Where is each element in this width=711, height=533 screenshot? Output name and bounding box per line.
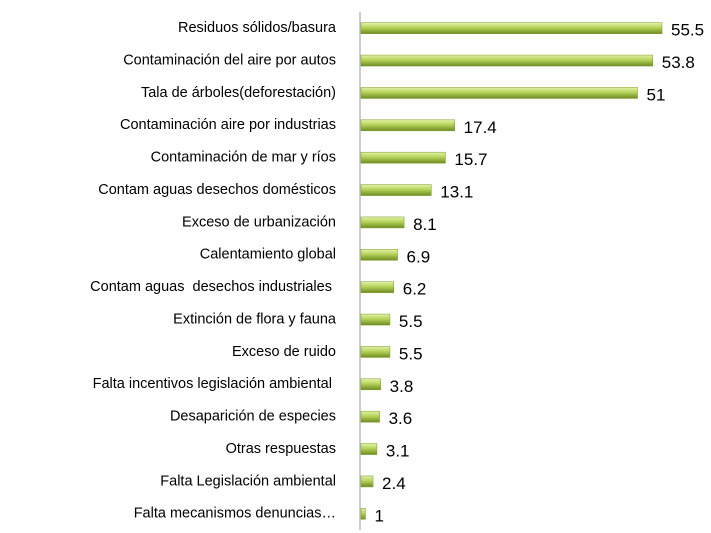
value-label: 53.8 <box>662 53 695 72</box>
value-label: 8.1 <box>413 215 437 234</box>
value-label: 3.8 <box>390 377 414 396</box>
category-label: Contam aguas desechos industriales <box>90 279 336 295</box>
category-label: Tala de árboles(deforestación) <box>141 85 336 101</box>
value-label: 2.4 <box>382 474 406 493</box>
bar <box>360 119 455 132</box>
bar <box>360 87 638 99</box>
category-label: Residuos sólidos/basura <box>178 20 337 36</box>
value-label: 3.6 <box>389 409 413 428</box>
bar <box>360 443 378 455</box>
bar <box>360 378 381 391</box>
value-label: 15.7 <box>454 150 487 169</box>
bar <box>360 508 366 520</box>
category-label: Contaminación aire por industrias <box>120 117 336 133</box>
bar <box>360 184 432 196</box>
bar <box>360 410 380 423</box>
bar <box>360 22 663 34</box>
bar <box>360 475 374 488</box>
value-label: 5.5 <box>399 344 423 363</box>
category-label: Contaminación del aire por autos <box>123 52 336 68</box>
category-label: Calentamiento global <box>200 247 336 263</box>
value-label: 1 <box>374 506 383 525</box>
category-label: Desaparición de especies <box>170 409 336 425</box>
category-label: Contaminación de mar y ríos <box>151 150 336 166</box>
category-label: Exceso de ruido <box>232 344 336 360</box>
bar <box>360 151 446 164</box>
category-label: Otras respuestas <box>226 441 336 457</box>
value-label: 5.5 <box>399 312 423 331</box>
value-label: 13.1 <box>440 183 473 202</box>
bar <box>360 54 653 67</box>
value-label: 6.9 <box>407 247 431 266</box>
value-label: 6.2 <box>403 280 427 299</box>
value-label: 51 <box>647 85 666 104</box>
category-label: Falta incentivos legislación ambiental <box>93 376 336 392</box>
value-label: 3.1 <box>386 442 410 461</box>
category-label: Exceso de urbanización <box>182 214 336 230</box>
bar <box>360 313 391 326</box>
value-label: 17.4 <box>464 118 497 137</box>
value-label: 55.5 <box>671 21 704 40</box>
category-label: Falta Legislación ambiental <box>160 473 336 489</box>
bar <box>360 216 405 229</box>
category-label: Extinción de flora y fauna <box>173 311 337 327</box>
bar <box>360 281 394 293</box>
category-label: Falta mecanismos denuncias… <box>134 506 336 522</box>
category-label: Contam aguas desechos domésticos <box>98 182 336 198</box>
bar <box>360 249 398 261</box>
bar <box>360 346 391 358</box>
